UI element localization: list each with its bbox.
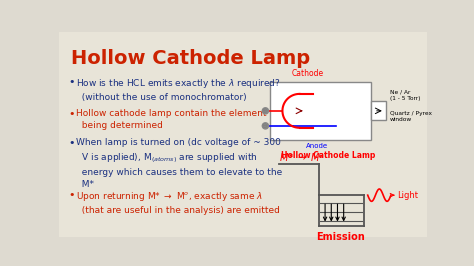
- Text: Hollow Cathode Lamp: Hollow Cathode Lamp: [281, 151, 375, 160]
- Bar: [371, 101, 386, 120]
- Text: Emission: Emission: [316, 232, 365, 242]
- Text: ⊖: ⊖: [261, 123, 267, 129]
- Text: Hollow Cathode Lamp: Hollow Cathode Lamp: [71, 49, 310, 68]
- Circle shape: [262, 108, 268, 114]
- Circle shape: [262, 123, 268, 129]
- Text: Upon returning M* $\rightarrow$ M$^o$, exactly same $\lambda$
  (that are useful: Upon returning M* $\rightarrow$ M$^o$, e…: [76, 190, 280, 215]
- Bar: [270, 82, 371, 140]
- Text: Quartz / Pyrex
window: Quartz / Pyrex window: [390, 111, 432, 122]
- Text: ⊕: ⊕: [261, 108, 267, 114]
- Text: Cathode: Cathode: [291, 69, 323, 78]
- Text: Hollow cathode lamp contain the element
  being determined: Hollow cathode lamp contain the element …: [76, 109, 267, 130]
- Text: Light: Light: [397, 191, 418, 200]
- Text: •: •: [69, 138, 75, 148]
- Text: •: •: [69, 190, 75, 200]
- Text: Ne / Ar
(1 - 5 Torr): Ne / Ar (1 - 5 Torr): [390, 90, 421, 101]
- Text: •: •: [69, 77, 75, 86]
- Text: M* $\rightarrow$ M$^o$: M* $\rightarrow$ M$^o$: [279, 151, 324, 164]
- Text: •: •: [69, 109, 75, 119]
- Text: When lamp is turned on (dc voltage of ~ 300
  V is applied), M$_{(atoms)}$ are s: When lamp is turned on (dc voltage of ~ …: [76, 138, 283, 189]
- Text: How is the HCL emits exactly the $\lambda$ required?
  (without the use of monoc: How is the HCL emits exactly the $\lambd…: [76, 77, 281, 102]
- Text: Anode: Anode: [305, 143, 328, 149]
